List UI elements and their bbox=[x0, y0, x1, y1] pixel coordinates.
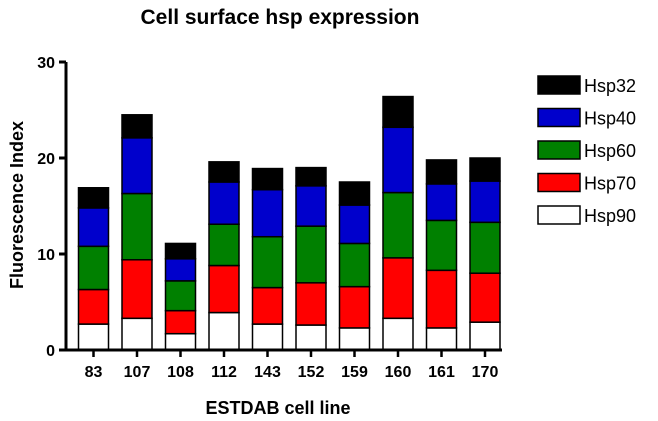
bar-segment-hsp70-160 bbox=[382, 257, 414, 320]
x-tick-label-170: 170 bbox=[472, 364, 499, 381]
bar-segment-hsp70-108 bbox=[164, 309, 197, 335]
bar-segment-hsp40-152 bbox=[295, 185, 327, 227]
bar-segment-hsp60-143 bbox=[251, 235, 284, 289]
bar-segment-hsp90-83 bbox=[77, 323, 110, 351]
x-tick-label-143: 143 bbox=[254, 364, 281, 381]
bar-segment-hsp60-112 bbox=[208, 223, 240, 267]
bars-group bbox=[77, 95, 501, 351]
bar-segment-hsp40-170 bbox=[469, 180, 501, 224]
bar-segment-hsp60-170 bbox=[469, 221, 501, 274]
legend-swatch-hsp40 bbox=[537, 107, 581, 128]
bar-segment-hsp90-160 bbox=[382, 317, 414, 351]
legend-swatch-hsp70 bbox=[537, 172, 581, 193]
bar-segment-hsp40-83 bbox=[77, 207, 110, 248]
bar-segment-hsp90-161 bbox=[425, 327, 458, 351]
bar-segment-hsp32-170 bbox=[469, 157, 501, 182]
legend-label-hsp70: Hsp70 bbox=[584, 174, 636, 194]
bar-segment-hsp70-143 bbox=[251, 286, 284, 325]
bar-segment-hsp32-160 bbox=[382, 95, 414, 129]
bar-segment-hsp32-152 bbox=[295, 166, 327, 187]
bar-segment-hsp70-107 bbox=[121, 259, 153, 320]
bar-segment-hsp90-159 bbox=[338, 327, 371, 351]
bar-segment-hsp70-170 bbox=[469, 272, 501, 323]
x-tick-label-83: 83 bbox=[85, 364, 103, 381]
bar-segment-hsp70-161 bbox=[425, 269, 458, 329]
bar-segment-hsp90-152 bbox=[295, 324, 327, 351]
x-tick-label-107: 107 bbox=[124, 364, 151, 381]
legend-label-hsp60: Hsp60 bbox=[584, 141, 636, 161]
bar-segment-hsp70-152 bbox=[295, 282, 327, 326]
y-tick-label: 20 bbox=[37, 151, 55, 168]
bar-segment-hsp32-83 bbox=[77, 187, 110, 209]
x-axis: 83 107 108 112 143 152 159 160 161 170 bbox=[66, 348, 502, 381]
chart-title: Cell surface hsp expression bbox=[141, 6, 420, 29]
bar-segment-hsp90-108 bbox=[164, 332, 197, 351]
bar-segment-hsp40-161 bbox=[425, 183, 458, 222]
x-tick-label-152: 152 bbox=[298, 364, 325, 381]
bar-segment-hsp32-159 bbox=[338, 181, 371, 206]
bar-segment-hsp40-143 bbox=[251, 188, 284, 238]
bar-segment-hsp90-107 bbox=[121, 317, 153, 351]
bar-segment-hsp40-108 bbox=[164, 258, 197, 282]
legend-label-hsp40: Hsp40 bbox=[584, 109, 636, 129]
bar-segment-hsp60-108 bbox=[164, 280, 197, 312]
bar-segment-hsp32-108 bbox=[164, 242, 197, 260]
bar-segment-hsp90-143 bbox=[251, 323, 284, 351]
bar-segment-hsp32-107 bbox=[121, 114, 153, 139]
bar-segment-hsp70-112 bbox=[208, 264, 240, 314]
bar-segment-hsp40-159 bbox=[338, 204, 371, 245]
bar-segment-hsp40-112 bbox=[208, 181, 240, 225]
legend: Hsp32 Hsp40 Hsp60 Hsp70 Hsp90 bbox=[537, 75, 636, 226]
x-axis-title: ESTDAB cell line bbox=[205, 398, 350, 418]
x-tick-label-108: 108 bbox=[167, 364, 194, 381]
bar-segment-hsp60-159 bbox=[338, 242, 371, 288]
bar-segment-hsp60-161 bbox=[425, 219, 458, 272]
x-tick-label-161: 161 bbox=[428, 364, 455, 381]
bar-segment-hsp90-112 bbox=[208, 311, 240, 351]
y-tick-label: 10 bbox=[37, 247, 55, 264]
bar-segment-hsp40-107 bbox=[121, 137, 153, 195]
y-axis: 0 10 20 30 bbox=[37, 55, 68, 360]
legend-label-hsp90: Hsp90 bbox=[584, 206, 636, 226]
legend-label-hsp32: Hsp32 bbox=[584, 76, 636, 96]
bar-segment-hsp70-83 bbox=[77, 288, 110, 325]
y-tick-label: 30 bbox=[37, 55, 55, 72]
legend-swatch-hsp60 bbox=[537, 140, 581, 160]
y-axis-title: Fluorescence Index bbox=[7, 121, 27, 289]
bar-segment-hsp60-83 bbox=[77, 245, 110, 291]
y-tick-label: 0 bbox=[46, 343, 55, 360]
bar-segment-hsp60-107 bbox=[121, 192, 153, 261]
bar-segment-hsp32-112 bbox=[208, 161, 240, 183]
x-tick-label-112: 112 bbox=[211, 364, 237, 381]
bar-segment-hsp60-160 bbox=[382, 191, 414, 259]
x-tick-label-160: 160 bbox=[385, 364, 412, 381]
bar-segment-hsp70-159 bbox=[338, 285, 371, 329]
bar-segment-hsp90-170 bbox=[469, 321, 501, 351]
x-tick-label-159: 159 bbox=[341, 364, 368, 381]
bar-segment-hsp32-161 bbox=[425, 159, 458, 185]
bar-segment-hsp40-160 bbox=[382, 126, 414, 194]
legend-swatch-hsp90 bbox=[537, 205, 581, 225]
bar-segment-hsp60-152 bbox=[295, 225, 327, 284]
legend-swatch-hsp32 bbox=[537, 75, 581, 95]
bar-segment-hsp32-143 bbox=[251, 167, 284, 191]
